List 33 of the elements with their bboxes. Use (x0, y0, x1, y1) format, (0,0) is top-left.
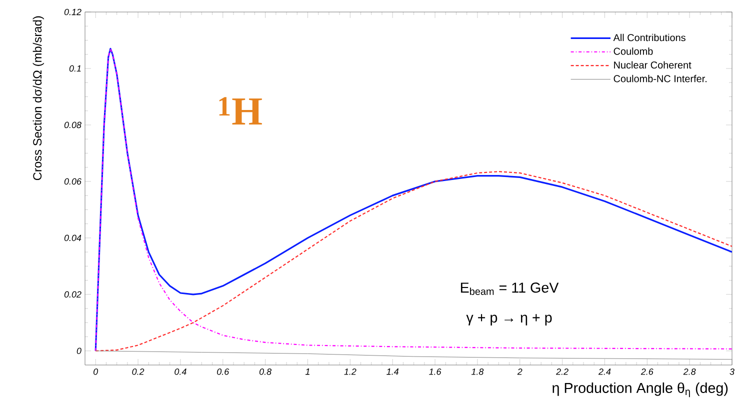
y-tick-label: 0.12 (64, 8, 82, 16)
x-tick-label: 2.4 (598, 368, 611, 375)
x-tick-label: 1.8 (471, 368, 484, 375)
y-tick-label: 0.02 (64, 291, 82, 298)
y-tick-label: 0.1 (69, 65, 81, 72)
x-tick-label: 1.6 (429, 368, 442, 375)
legend-label: Nuclear Coherent (614, 61, 692, 69)
y-axis-title: Cross Section dσ/dΩ (mb/srad) (32, 16, 44, 180)
x-tick-label: 0.8 (259, 368, 272, 375)
legend-label: Coulomb (614, 48, 653, 55)
x-tick-label: 1.4 (386, 368, 398, 375)
annotation: E$_{beam}$ = 11 GeV (460, 282, 559, 295)
y-tick-label: 0.08 (64, 122, 82, 128)
x-tick-label: 0.6 (217, 368, 230, 375)
x-tick-label: 2.8 (683, 368, 696, 375)
x-tick-label: 2.6 (640, 368, 654, 375)
x-tick-label: 1.2 (344, 368, 356, 375)
x-tick-label: 2.2 (556, 368, 568, 375)
x-tick-label: 0 (94, 368, 98, 375)
y-tick-label: 0.06 (64, 178, 82, 185)
x-tick-label: 0.2 (132, 368, 144, 375)
x-axis-title: η Production Angle θ$_{η}$ (deg) (552, 382, 728, 398)
x-tick-label: 1 (305, 368, 310, 375)
x-tick-label: 0.4 (174, 368, 186, 375)
legend-label: All Contributions (613, 34, 686, 42)
y-tick-label: 0.04 (64, 234, 82, 242)
y-tick-label: 0 (76, 348, 82, 354)
line-series (95, 171, 732, 352)
annotation: $^{1}$H (219, 97, 262, 125)
x-tick-label: 3 (730, 368, 734, 375)
legend-label: Coulomb-NC Interfer. (614, 74, 706, 82)
x-tick-label: 2 (517, 368, 522, 375)
annotation: γ + p → η + p (466, 314, 552, 326)
